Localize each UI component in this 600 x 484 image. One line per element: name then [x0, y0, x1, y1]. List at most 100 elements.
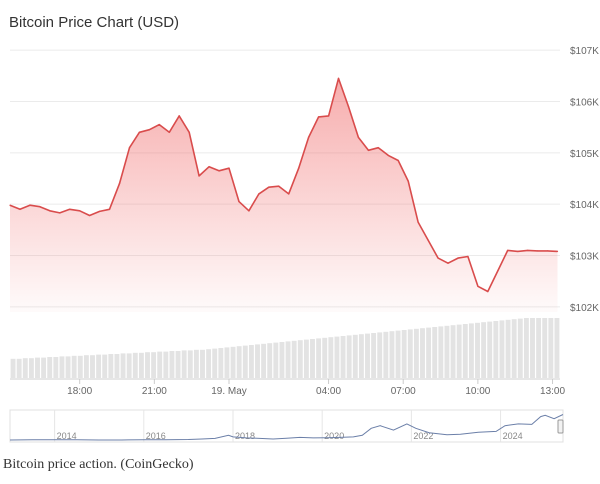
volume-bar	[358, 334, 364, 378]
volume-bar	[187, 350, 193, 378]
price-point	[357, 136, 359, 138]
volume-bar	[71, 355, 77, 378]
x-tick-label: 19. May	[211, 386, 247, 397]
volume-bar	[230, 346, 236, 378]
navigator-line	[9, 414, 564, 441]
price-point	[487, 290, 489, 293]
price-point	[537, 250, 539, 252]
volume-bar	[285, 341, 291, 378]
y-tick-label: $107K	[570, 46, 599, 57]
price-point	[497, 270, 499, 272]
volume-bar	[542, 318, 548, 378]
price-chart[interactable]: $102K $103K $104K $105K $106K $107K 18:00 21:0…	[0, 0, 600, 448]
y-tick-label: $106K	[570, 97, 599, 108]
price-point	[477, 285, 479, 287]
volume-bar	[261, 343, 267, 378]
volume-bar	[193, 349, 199, 378]
volume-bar	[255, 344, 260, 378]
navigator-year-label: 2018	[235, 431, 255, 441]
price-point	[278, 185, 280, 187]
navigator-handle[interactable]	[557, 419, 564, 434]
volume-bar	[475, 322, 480, 378]
price-point	[268, 186, 270, 188]
price-point	[118, 183, 121, 185]
volume-bar	[163, 351, 169, 378]
price-point	[556, 250, 559, 252]
price-point	[417, 221, 419, 223]
volume-bar	[456, 324, 462, 378]
price-point	[547, 250, 549, 252]
volume-bar	[432, 327, 438, 378]
price-point	[527, 249, 529, 251]
volume-bar	[138, 352, 144, 378]
navigator-year-label: 2020	[324, 431, 344, 441]
volume-bar	[83, 355, 89, 378]
volume-bar	[248, 345, 254, 378]
price-point	[19, 208, 21, 210]
chart-caption: Bitcoin price action. (CoinGecko)	[3, 457, 194, 472]
price-point	[89, 214, 91, 217]
volume-bar	[35, 357, 40, 378]
y-tick-label: $104K	[570, 200, 599, 211]
volume-bar	[96, 354, 102, 378]
price-line	[9, 77, 558, 293]
y-tick-label: $105K	[570, 149, 599, 160]
price-point	[308, 136, 310, 138]
price-area	[10, 78, 558, 313]
price-point	[318, 116, 320, 118]
price-point	[148, 129, 150, 131]
volume-bar	[120, 353, 126, 378]
volume-bar	[102, 354, 108, 378]
volume-bar	[175, 351, 181, 378]
x-tick-label: 04:00	[316, 386, 341, 397]
volume-bar	[242, 345, 248, 378]
volume-bar	[413, 328, 419, 378]
price-point	[79, 210, 81, 212]
volume-bar	[493, 321, 499, 378]
price-point	[407, 180, 409, 182]
volume-bar	[291, 340, 297, 378]
navigator-year-label: 2014	[57, 431, 77, 441]
price-point	[328, 115, 330, 117]
price-point	[288, 193, 290, 195]
volume-bar	[16, 358, 22, 378]
volume-bar	[145, 352, 150, 378]
volume-bar	[169, 351, 175, 378]
volume-bar	[511, 319, 517, 378]
price-point	[29, 204, 31, 206]
volume-bar	[462, 324, 468, 378]
price-point	[457, 257, 459, 259]
volume-bar	[468, 323, 474, 378]
volume-bar	[340, 336, 346, 378]
price-point	[228, 167, 230, 169]
volume-bar	[438, 326, 444, 378]
volume-bar	[530, 318, 535, 378]
volume-bar	[352, 334, 358, 378]
price-point	[258, 193, 260, 195]
y-tick-label: $103K	[570, 252, 599, 263]
volume-bar	[273, 342, 279, 378]
volume-bar	[212, 348, 218, 378]
range-navigator[interactable]: 2014 2016 2018 2020 2022 2024	[9, 409, 564, 443]
volume-bar	[548, 318, 554, 378]
price-point	[188, 131, 190, 133]
navigator-year-label: 2016	[146, 431, 166, 441]
price-point	[517, 250, 519, 252]
price-point	[447, 262, 449, 264]
navigator-year-label: 2022	[413, 431, 433, 441]
volume-bar	[346, 335, 352, 378]
volume-bar	[389, 331, 395, 378]
volume-bar	[383, 331, 389, 378]
volume-bar	[10, 358, 16, 378]
volume-bar	[22, 358, 28, 378]
price-point	[59, 212, 61, 214]
price-point	[99, 210, 101, 212]
volume-bar	[517, 318, 523, 378]
price-point	[198, 175, 200, 177]
volume-bar	[47, 357, 53, 378]
price-area-layer	[9, 77, 559, 313]
price-point	[367, 149, 369, 151]
price-point	[377, 147, 379, 149]
volume-bar	[206, 349, 212, 378]
volume-bar	[554, 318, 560, 378]
